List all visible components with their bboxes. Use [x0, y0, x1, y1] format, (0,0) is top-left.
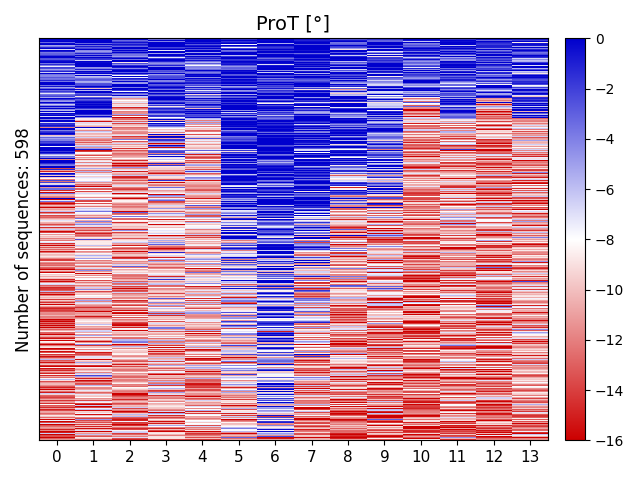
Title: ProT [°]: ProT [°]	[257, 15, 330, 34]
Y-axis label: Number of sequences: 598: Number of sequences: 598	[15, 127, 33, 352]
